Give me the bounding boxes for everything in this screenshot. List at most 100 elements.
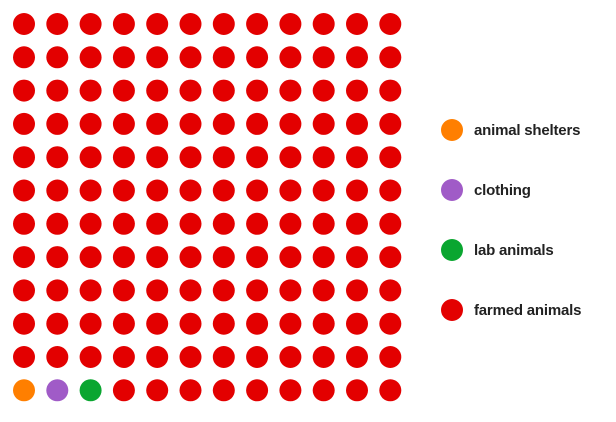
dot-farmed-animals bbox=[112, 179, 135, 202]
dot-farmed-animals bbox=[112, 79, 135, 102]
legend-item-clothing: clothing bbox=[441, 178, 581, 202]
legend-label: animal shelters bbox=[474, 121, 581, 139]
dot-farmed-animals bbox=[312, 379, 335, 402]
dot-farmed-animals bbox=[346, 46, 368, 69]
dot-farmed-animals bbox=[246, 112, 269, 135]
dot-farmed-animals bbox=[13, 146, 35, 169]
dot-lab-animals bbox=[79, 379, 102, 402]
dot-farmed-animals bbox=[379, 212, 402, 235]
dot-farmed-animals bbox=[212, 112, 235, 135]
dot-farmed-animals bbox=[13, 346, 35, 368]
dot-farmed-animals bbox=[146, 112, 169, 135]
dot-farmed-animals bbox=[112, 379, 135, 402]
dot-farmed-animals bbox=[346, 179, 368, 202]
dot-farmed-animals bbox=[46, 146, 69, 169]
legend-label: lab animals bbox=[474, 241, 554, 259]
dot-farmed-animals bbox=[379, 179, 402, 202]
dot-farmed-animals bbox=[279, 112, 302, 135]
dot-farmed-animals bbox=[379, 112, 402, 135]
dot-farmed-animals bbox=[312, 46, 335, 69]
dot-farmed-animals bbox=[279, 279, 302, 302]
dot-farmed-animals bbox=[179, 112, 202, 135]
dot-farmed-animals bbox=[179, 346, 202, 368]
dot-farmed-animals bbox=[312, 146, 335, 169]
dot-farmed-animals bbox=[346, 279, 368, 302]
dot-farmed-animals bbox=[212, 312, 235, 335]
dot-farmed-animals bbox=[146, 379, 169, 402]
dot-farmed-animals bbox=[13, 13, 35, 35]
dot-farmed-animals bbox=[79, 312, 102, 335]
dot-farmed-animals bbox=[312, 179, 335, 202]
dot-farmed-animals bbox=[179, 13, 202, 35]
dot-farmed-animals bbox=[112, 212, 135, 235]
dot-farmed-animals bbox=[46, 13, 69, 35]
dot-farmed-animals bbox=[112, 312, 135, 335]
dot-farmed-animals bbox=[79, 13, 102, 35]
dot-farmed-animals bbox=[346, 79, 368, 102]
dot-farmed-animals bbox=[246, 346, 269, 368]
dot-farmed-animals bbox=[246, 46, 269, 69]
legend-item-farmed-animals: farmed animals bbox=[441, 298, 581, 322]
dot-farmed-animals bbox=[246, 146, 269, 169]
dot-farmed-animals bbox=[312, 212, 335, 235]
dot-farmed-animals bbox=[246, 179, 269, 202]
dot-farmed-animals bbox=[379, 13, 402, 35]
dot-farmed-animals bbox=[13, 112, 35, 135]
dot-farmed-animals bbox=[379, 312, 402, 335]
dot-farmed-animals bbox=[346, 312, 368, 335]
dot-farmed-animals bbox=[379, 379, 402, 402]
dot-grid bbox=[13, 13, 402, 402]
dot-farmed-animals bbox=[279, 312, 302, 335]
dot-farmed-animals bbox=[13, 279, 35, 302]
dot-farmed-animals bbox=[79, 46, 102, 69]
dot-farmed-animals bbox=[346, 13, 368, 35]
legend-swatch bbox=[441, 179, 463, 201]
dot-farmed-animals bbox=[346, 112, 368, 135]
dot-farmed-animals bbox=[79, 79, 102, 102]
dot-farmed-animals bbox=[379, 246, 402, 269]
dot-farmed-animals bbox=[246, 246, 269, 269]
dot-farmed-animals bbox=[179, 246, 202, 269]
dot-farmed-animals bbox=[79, 146, 102, 169]
dot-farmed-animals bbox=[13, 79, 35, 102]
dot-farmed-animals bbox=[146, 212, 169, 235]
dot-farmed-animals bbox=[146, 312, 169, 335]
dot-farmed-animals bbox=[46, 246, 69, 269]
dot-farmed-animals bbox=[46, 179, 69, 202]
dot-farmed-animals bbox=[212, 346, 235, 368]
dot-farmed-animals bbox=[246, 79, 269, 102]
dot-farmed-animals bbox=[279, 46, 302, 69]
dot-farmed-animals bbox=[312, 79, 335, 102]
dot-farmed-animals bbox=[279, 13, 302, 35]
dot-farmed-animals bbox=[179, 79, 202, 102]
dot-farmed-animals bbox=[246, 13, 269, 35]
dot-farmed-animals bbox=[379, 279, 402, 302]
dot-farmed-animals bbox=[79, 179, 102, 202]
dot-farmed-animals bbox=[146, 79, 169, 102]
dot-farmed-animals bbox=[179, 312, 202, 335]
dot-farmed-animals bbox=[112, 46, 135, 69]
legend-item-animal-shelters: animal shelters bbox=[441, 118, 581, 142]
dot-farmed-animals bbox=[279, 379, 302, 402]
legend: animal shelters clothing lab animals far… bbox=[441, 118, 581, 358]
legend-item-lab-animals: lab animals bbox=[441, 238, 581, 262]
dot-farmed-animals bbox=[279, 346, 302, 368]
dot-farmed-animals bbox=[179, 46, 202, 69]
dot-farmed-animals bbox=[246, 312, 269, 335]
dot-farmed-animals bbox=[46, 46, 69, 69]
dot-farmed-animals bbox=[379, 146, 402, 169]
dot-farmed-animals bbox=[346, 379, 368, 402]
dot-farmed-animals bbox=[46, 112, 69, 135]
dot-farmed-animals bbox=[279, 79, 302, 102]
dot-farmed-animals bbox=[146, 146, 169, 169]
dot-farmed-animals bbox=[79, 246, 102, 269]
dot-farmed-animals bbox=[79, 346, 102, 368]
dot-farmed-animals bbox=[312, 279, 335, 302]
legend-swatch bbox=[441, 119, 463, 141]
dot-farmed-animals bbox=[112, 279, 135, 302]
dot-farmed-animals bbox=[279, 146, 302, 169]
dot-farmed-animals bbox=[212, 79, 235, 102]
dot-farmed-animals bbox=[312, 312, 335, 335]
dot-farmed-animals bbox=[346, 212, 368, 235]
